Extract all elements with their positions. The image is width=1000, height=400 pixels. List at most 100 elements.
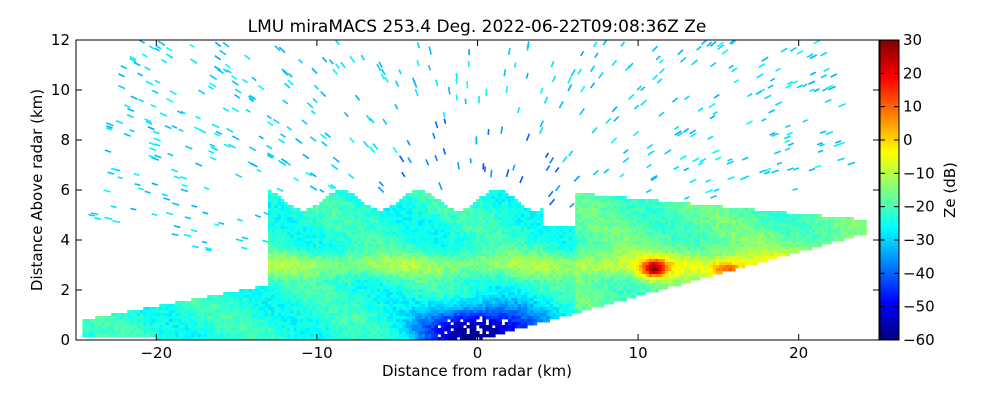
reflectivity-cell — [437, 265, 442, 269]
reflectivity-cell — [338, 244, 342, 248]
reflectivity-cell — [255, 319, 259, 323]
reflectivity-cell — [376, 268, 381, 272]
reflectivity-cell — [460, 298, 464, 302]
reflectivity-cell — [428, 238, 432, 242]
reflectivity-cell — [485, 292, 490, 296]
reflectivity-cell — [396, 313, 400, 317]
reflectivity-cell — [156, 325, 160, 329]
reflectivity-cell — [354, 217, 358, 221]
reflectivity-cell — [559, 247, 563, 251]
reflectivity-cell — [220, 304, 224, 308]
reflectivity-cell — [485, 325, 490, 329]
reflectivity-cell — [527, 313, 531, 317]
reflectivity-cell — [418, 247, 422, 251]
reflectivity-cell — [488, 313, 493, 317]
reflectivity-cell — [578, 250, 582, 254]
reflectivity-cell — [578, 235, 582, 239]
reflectivity-cell — [332, 292, 336, 296]
reflectivity-cell — [277, 241, 282, 245]
reflectivity-cell — [492, 307, 496, 311]
reflectivity-cell — [386, 232, 390, 236]
reflectivity-cell — [540, 316, 544, 320]
reflectivity-cell — [293, 247, 298, 251]
reflectivity-cell — [348, 235, 352, 239]
reflectivity-cell — [325, 292, 330, 296]
reflectivity-cell — [319, 253, 323, 257]
reflectivity-cell — [447, 325, 451, 329]
reflectivity-cell — [447, 301, 451, 305]
reflectivity-cell — [383, 265, 387, 269]
reflectivity-cell — [549, 265, 554, 269]
reflectivity-cell — [485, 316, 490, 320]
reflectivity-cell — [437, 202, 442, 206]
reflectivity-cell — [341, 334, 346, 338]
reflectivity-cell — [280, 286, 285, 290]
reflectivity-cell — [434, 265, 438, 269]
reflectivity-cell — [268, 199, 272, 203]
reflectivity-cell — [508, 205, 512, 209]
reflectivity-cell — [402, 301, 406, 305]
reflectivity-cell — [428, 274, 432, 278]
reflectivity-cell — [501, 217, 506, 221]
reflectivity-cell — [549, 268, 554, 272]
reflectivity-cell — [488, 250, 493, 254]
reflectivity-cell — [284, 226, 288, 230]
reflectivity-cell — [498, 202, 502, 206]
reflectivity-cell — [520, 226, 525, 230]
reflectivity-cell — [220, 331, 224, 335]
reflectivity-cell — [376, 286, 381, 290]
reflectivity-cell — [437, 256, 442, 260]
reflectivity-cell — [213, 298, 218, 302]
reflectivity-cell — [104, 325, 109, 329]
reflectivity-cell — [405, 232, 410, 236]
reflectivity-cell — [559, 295, 563, 299]
reflectivity-cell — [325, 262, 330, 266]
reflectivity-cell — [511, 277, 515, 281]
reflectivity-cell — [520, 205, 525, 209]
reflectivity-cell — [536, 220, 541, 224]
reflectivity-cell — [415, 214, 419, 218]
reflectivity-cell — [492, 244, 496, 248]
reflectivity-cell — [402, 262, 406, 266]
reflectivity-cell — [399, 295, 403, 299]
reflectivity-cell — [293, 262, 298, 266]
reflectivity-cell — [360, 220, 365, 224]
reflectivity-cell — [252, 310, 256, 314]
reflectivity-cell — [210, 298, 214, 302]
reflectivity-cell — [556, 259, 560, 263]
reflectivity-cell — [274, 316, 278, 320]
reflectivity-cell — [255, 286, 259, 290]
reflectivity-cell — [258, 325, 262, 329]
reflectivity-cell — [437, 226, 442, 230]
reflectivity-cell — [335, 310, 339, 314]
reflectivity-cell — [568, 298, 573, 302]
reflectivity-cell — [424, 280, 429, 284]
reflectivity-cell — [456, 259, 461, 263]
reflectivity-cell — [504, 226, 509, 230]
reflectivity-cell — [178, 337, 182, 340]
reflectivity-cell — [312, 256, 317, 260]
reflectivity-cell — [284, 250, 288, 254]
reflectivity-cell — [364, 217, 368, 221]
reflectivity-cell — [572, 250, 576, 254]
reflectivity-cell — [229, 334, 234, 338]
reflectivity-cell — [341, 316, 346, 320]
reflectivity-cell — [354, 208, 358, 212]
reflectivity-cell — [325, 304, 330, 308]
reflectivity-cell — [421, 232, 426, 236]
reflectivity-cell — [428, 310, 432, 314]
reflectivity-cell — [453, 238, 458, 242]
reflectivity-cell — [399, 331, 403, 335]
reflectivity-cell — [466, 238, 470, 242]
reflectivity-cell — [412, 205, 416, 209]
reflectivity-cell — [242, 307, 246, 311]
reflectivity-cell — [319, 280, 323, 284]
reflectivity-cell — [543, 244, 547, 248]
reflectivity-cell — [469, 247, 474, 251]
reflectivity-cell — [495, 292, 499, 296]
reflectivity-cell — [168, 304, 173, 308]
reflectivity-cell — [453, 253, 458, 257]
reflectivity-cell — [572, 271, 576, 275]
reflectivity-cell — [565, 253, 570, 257]
reflectivity-cell — [572, 292, 576, 296]
